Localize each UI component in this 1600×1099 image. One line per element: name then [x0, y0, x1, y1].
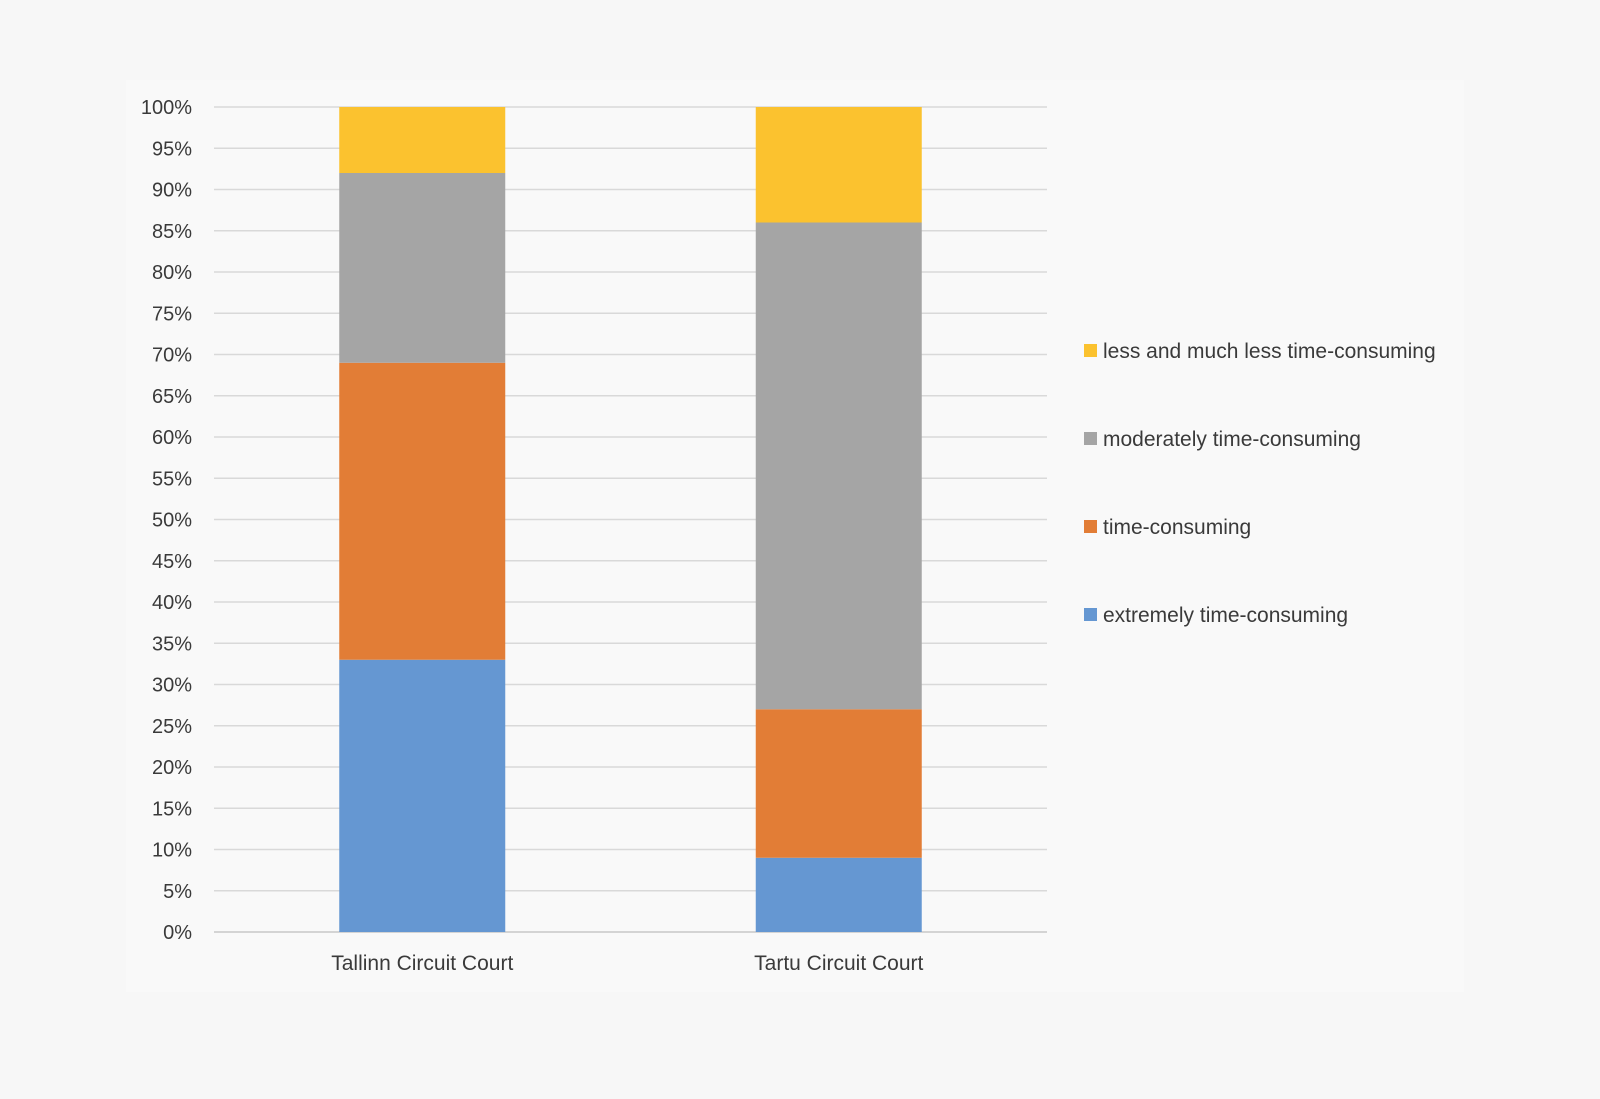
y-tick-label: 95%	[152, 138, 192, 160]
bar-segment	[755, 709, 922, 858]
y-tick-label: 75%	[152, 303, 192, 325]
y-tick-label: 5%	[163, 881, 192, 903]
x-category-label: Tartu Circuit Court	[754, 952, 923, 975]
x-axis-category-labels: Tallinn Circuit Court Tartu Circuit Court	[331, 952, 923, 975]
legend-swatch	[1084, 608, 1097, 621]
y-axis-tick-labels: 0% 5% 10% 15% 20% 25% 30% 35% 40% 45% 50% 55% 60% 65%…	[141, 97, 192, 944]
legend-swatch	[1084, 344, 1097, 357]
legend-label: moderately time-consuming	[1103, 428, 1361, 451]
y-tick-label: 70%	[152, 345, 192, 367]
y-tick-label: 55%	[152, 468, 192, 490]
y-tick-label: 15%	[152, 798, 192, 820]
legend-label: less and much less time-consuming	[1103, 340, 1436, 363]
bar-segment	[755, 857, 922, 932]
y-tick-label: 0%	[163, 922, 192, 944]
legend-label: extremely time-consuming	[1103, 604, 1348, 627]
y-tick-label: 90%	[152, 180, 192, 202]
gridlines	[214, 106, 1047, 933]
bar-segment	[339, 659, 506, 932]
y-tick-label: 45%	[152, 551, 192, 573]
y-tick-label: 10%	[152, 840, 192, 862]
y-tick-label: 35%	[152, 633, 192, 655]
legend: less and much less time-consuming moderat…	[1084, 340, 1436, 627]
legend-label: time-consuming	[1103, 516, 1251, 539]
bar-segment	[755, 222, 922, 710]
legend-swatch	[1084, 520, 1097, 533]
bar-segment	[339, 107, 506, 173]
bar-segment	[339, 362, 506, 660]
y-tick-label: 60%	[152, 427, 192, 449]
bar-segment	[339, 173, 506, 363]
bars	[339, 107, 922, 932]
y-tick-label: 80%	[152, 262, 192, 284]
y-tick-label: 30%	[152, 675, 192, 697]
y-tick-label: 20%	[152, 757, 192, 779]
bar-segment	[755, 107, 922, 223]
legend-swatch	[1084, 432, 1097, 445]
y-tick-label: 40%	[152, 592, 192, 614]
y-tick-label: 50%	[152, 510, 192, 532]
y-tick-label: 100%	[141, 97, 192, 119]
y-tick-label: 65%	[152, 386, 192, 408]
x-category-label: Tallinn Circuit Court	[331, 952, 513, 975]
y-tick-label: 25%	[152, 716, 192, 738]
y-tick-label: 85%	[152, 221, 192, 243]
